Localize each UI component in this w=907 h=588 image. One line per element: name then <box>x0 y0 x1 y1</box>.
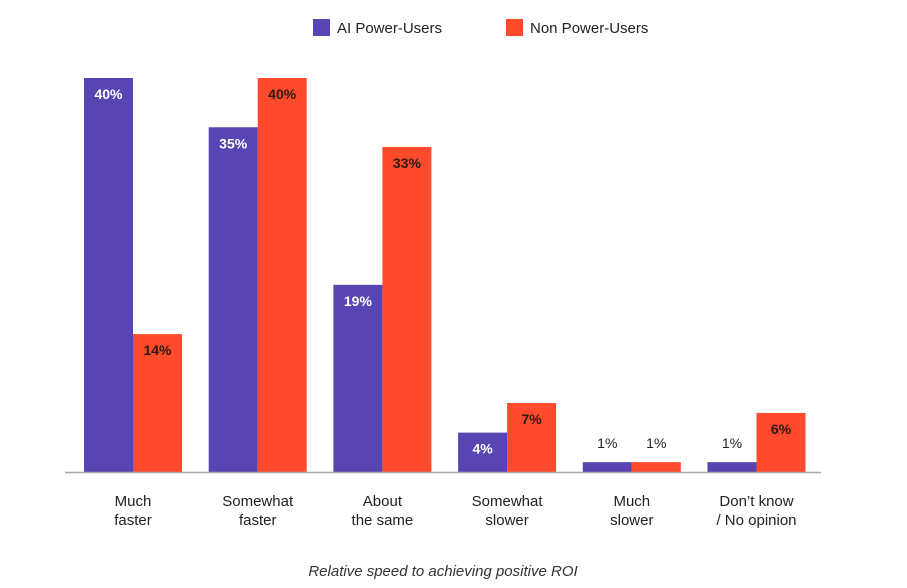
bar <box>458 432 508 472</box>
data-label: 4% <box>472 441 493 457</box>
bar <box>84 78 133 472</box>
legend-swatch <box>506 19 523 36</box>
x-tick-label: Don’t know <box>719 493 793 510</box>
bar <box>133 334 182 472</box>
data-label: 1% <box>646 435 666 451</box>
bar <box>208 127 258 472</box>
bars: 40% 14% 35% 40% 19% 33% 4% 7% 1% 1% 1% 6% <box>84 78 806 472</box>
x-tick-label: Somewhat <box>222 493 294 510</box>
x-tick-label: slower <box>485 512 528 529</box>
data-label: 1% <box>597 435 617 451</box>
bar <box>631 462 681 472</box>
legend-label: AI Power-Users <box>337 20 442 37</box>
x-tick-labels: Much faster Somewhat faster About the same Som… <box>114 493 796 529</box>
bar <box>707 462 757 472</box>
x-tick-label: Much <box>613 493 650 510</box>
x-tick-label: faster <box>239 512 277 529</box>
bar <box>582 462 632 472</box>
x-tick-label: faster <box>114 512 152 529</box>
x-tick-label: Much <box>115 493 152 510</box>
bar <box>257 78 307 472</box>
x-tick-label: About <box>363 493 403 510</box>
x-tick-label: the same <box>352 512 414 529</box>
data-label: 40% <box>94 86 123 102</box>
legend-swatch <box>313 19 330 36</box>
x-tick-label: slower <box>610 512 653 529</box>
data-label: 35% <box>219 135 248 151</box>
x-tick-label: / No opinion <box>716 512 796 529</box>
data-label: 19% <box>344 293 373 309</box>
data-label: 7% <box>521 411 542 427</box>
x-axis-label: Relative speed to achieving positive ROI <box>308 563 577 580</box>
legend-label: Non Power-Users <box>530 20 648 37</box>
data-label: 1% <box>722 435 742 451</box>
bar <box>507 403 557 472</box>
data-label: 14% <box>143 342 172 358</box>
bar <box>333 284 383 472</box>
x-tick-label: Somewhat <box>472 493 544 510</box>
bar <box>382 146 432 472</box>
legend: AI Power-Users Non Power-Users <box>313 19 648 37</box>
data-label: 33% <box>393 155 422 171</box>
data-label: 6% <box>771 421 792 437</box>
bar <box>756 412 806 472</box>
data-label: 40% <box>268 86 297 102</box>
